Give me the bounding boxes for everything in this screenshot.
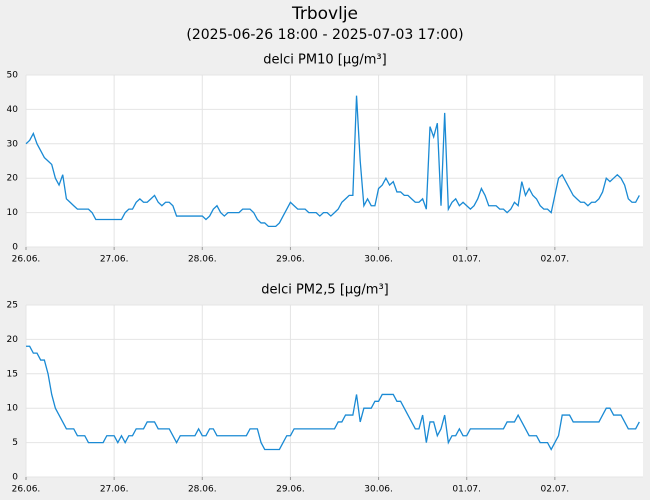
- x-tick-label: 01.07.: [452, 485, 481, 495]
- x-tick-label: 29.06.: [276, 485, 305, 495]
- chart-title: delci PM2,5 [µg/m³]: [261, 283, 389, 298]
- y-tick-label: 25: [7, 301, 18, 311]
- y-tick-label: 20: [7, 174, 19, 184]
- plot-area: [26, 75, 643, 247]
- x-tick-label: 27.06.: [100, 255, 129, 265]
- plot-area: [26, 305, 643, 477]
- x-tick-label: 02.07.: [541, 485, 570, 495]
- y-tick-label: 0: [12, 473, 18, 483]
- y-tick-label: 50: [7, 71, 19, 81]
- y-tick-label: 0: [12, 243, 18, 253]
- x-tick-label: 01.07.: [452, 255, 481, 265]
- page-title: Trbovlje: [291, 4, 358, 24]
- y-tick-label: 5: [12, 438, 18, 448]
- x-tick-label: 29.06.: [276, 255, 305, 265]
- y-tick-label: 40: [7, 105, 19, 115]
- y-tick-label: 30: [7, 139, 19, 149]
- y-tick-label: 20: [7, 335, 19, 345]
- data-line: [26, 345, 640, 451]
- x-tick-label: 28.06.: [188, 485, 217, 495]
- y-tick-label: 10: [7, 208, 19, 218]
- y-tick-label: 15: [7, 369, 18, 379]
- x-tick-label: 26.06.: [12, 255, 41, 265]
- x-tick-label: 30.06.: [364, 255, 393, 265]
- page-subtitle: (2025-06-26 18:00 - 2025-07-03 17:00): [186, 27, 463, 43]
- x-tick-label: 28.06.: [188, 255, 217, 265]
- x-tick-label: 27.06.: [100, 485, 129, 495]
- x-tick-label: 26.06.: [12, 485, 41, 495]
- chart-title: delci PM10 [µg/m³]: [263, 53, 386, 68]
- y-tick-label: 10: [7, 404, 19, 414]
- x-tick-label: 02.07.: [541, 255, 570, 265]
- x-tick-label: 30.06.: [364, 485, 393, 495]
- data-line: [25, 95, 640, 228]
